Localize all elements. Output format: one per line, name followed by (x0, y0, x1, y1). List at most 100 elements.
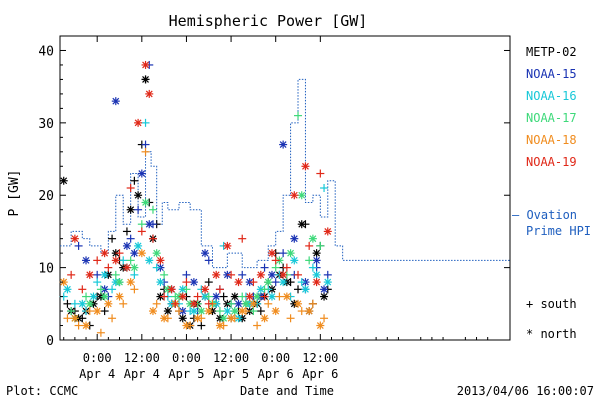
legend-entry: NOAA-16 (526, 89, 577, 103)
south-point (308, 299, 317, 308)
south-point (260, 292, 269, 301)
legend: METP-02 NOAA-15 NOAA-16 NOAA-17 NOAA-18 NOAA-… (512, 45, 591, 341)
north-point (256, 270, 265, 279)
south-point (126, 184, 135, 192)
north-point (223, 241, 232, 250)
south-point (137, 220, 146, 229)
footer-right: 2013/04/06 16:00:07 (457, 384, 594, 398)
north-point (234, 278, 243, 287)
north-point (271, 307, 280, 316)
south-point (119, 256, 128, 265)
south-point (108, 314, 117, 323)
south-point (282, 263, 291, 272)
south-point (82, 292, 91, 301)
ovation-step-line (60, 78, 510, 269)
north-point (294, 299, 303, 308)
north-point (85, 299, 94, 308)
north-point (145, 256, 154, 265)
south-point (279, 249, 288, 258)
south-point (249, 278, 258, 287)
south-point (93, 270, 102, 279)
north-point (126, 205, 135, 214)
north-point (267, 292, 276, 301)
south-point (249, 307, 258, 316)
x-tick-label-date: Apr 5 (168, 367, 204, 381)
south-point (175, 307, 184, 316)
south-point (271, 256, 280, 265)
south-point (160, 292, 169, 301)
north-point (63, 285, 72, 294)
south-point (238, 292, 247, 301)
north-point (245, 292, 254, 301)
south-point (219, 292, 228, 301)
north-point (279, 278, 288, 287)
north-point (134, 241, 143, 250)
north-point (122, 263, 131, 272)
north-point (111, 256, 120, 265)
south-point (67, 270, 76, 279)
north-point (219, 314, 228, 323)
north-point (59, 176, 68, 185)
north-point (212, 292, 221, 301)
north-point (137, 169, 146, 178)
south-point (119, 299, 128, 308)
north-point (227, 314, 236, 323)
data-points-layer (59, 60, 332, 337)
south-point (260, 285, 269, 294)
north-point (282, 292, 291, 301)
south-point (193, 292, 202, 301)
north-point (312, 256, 321, 265)
north-point (264, 278, 273, 287)
north-point (82, 256, 91, 265)
south-point (108, 285, 117, 294)
x-tick-label-time: 0:00 (83, 351, 112, 365)
south-point (141, 118, 150, 127)
north-point (279, 270, 288, 279)
north-point (100, 292, 109, 301)
north-point (308, 234, 317, 243)
x-tick-label-time: 12:00 (124, 351, 160, 365)
chart-title: Hemispheric Power [GW] (169, 12, 368, 30)
south-point (316, 169, 325, 178)
north-point (267, 270, 276, 279)
north-point (141, 198, 150, 207)
south-point (238, 234, 247, 243)
south-point (320, 314, 329, 323)
south-point (126, 256, 135, 265)
north-point (148, 307, 157, 316)
north-point (130, 249, 139, 258)
north-point (134, 191, 143, 200)
y-tick-label: 40 (38, 44, 54, 59)
north-point (193, 314, 202, 323)
y-tick-label: 10 (38, 262, 54, 277)
north-point (89, 292, 98, 301)
north-point (130, 263, 139, 272)
south-point (215, 285, 224, 294)
north-point (234, 299, 243, 308)
north-point (323, 227, 332, 236)
south-point (204, 278, 213, 287)
north-point (115, 278, 124, 287)
north-point (323, 278, 332, 287)
north-point (178, 292, 187, 301)
x-tick-label-date: Apr 6 (258, 367, 294, 381)
north-point (201, 285, 210, 294)
south-point (260, 263, 269, 272)
south-point (130, 285, 139, 294)
south-point (182, 278, 191, 287)
south-point (204, 256, 213, 265)
north-point (316, 321, 325, 330)
north-point (241, 299, 250, 308)
north-point (156, 256, 165, 265)
north-point (189, 299, 198, 308)
north-point (141, 75, 150, 84)
north-point (290, 191, 299, 200)
north-point (100, 249, 109, 258)
south-point (297, 278, 306, 287)
south-point (320, 184, 329, 192)
south-point (238, 270, 247, 279)
south-point (305, 256, 314, 265)
south-point (275, 292, 284, 301)
north-point (197, 307, 206, 316)
south-point (93, 256, 102, 265)
